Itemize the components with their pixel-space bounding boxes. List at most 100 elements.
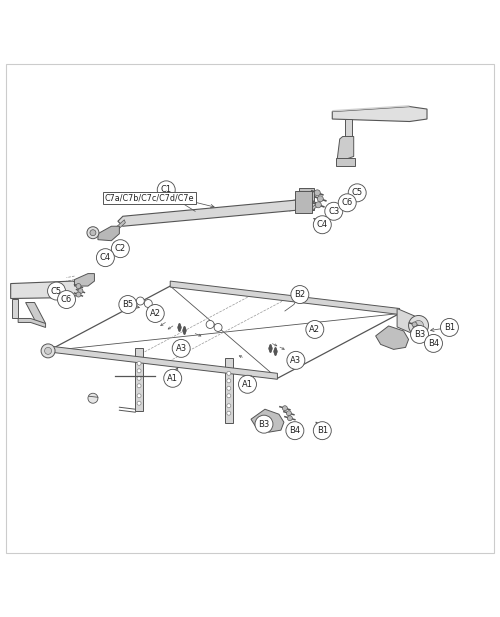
Text: C4: C4	[316, 220, 328, 230]
Circle shape	[282, 406, 288, 411]
Circle shape	[291, 286, 309, 304]
Circle shape	[88, 393, 98, 404]
Circle shape	[440, 318, 458, 336]
Text: C6: C6	[61, 295, 72, 304]
Circle shape	[76, 292, 81, 297]
Polygon shape	[225, 358, 232, 423]
Circle shape	[238, 375, 256, 393]
Text: B4: B4	[428, 339, 439, 348]
Circle shape	[414, 320, 424, 331]
Text: B1: B1	[444, 323, 455, 332]
Polygon shape	[114, 220, 126, 231]
Text: B3: B3	[414, 330, 425, 339]
Polygon shape	[251, 409, 284, 432]
Polygon shape	[136, 349, 143, 411]
Circle shape	[316, 202, 322, 208]
Circle shape	[227, 386, 231, 391]
Polygon shape	[397, 308, 414, 334]
Polygon shape	[338, 136, 353, 162]
Polygon shape	[12, 299, 18, 318]
Circle shape	[306, 320, 324, 338]
Circle shape	[137, 394, 141, 398]
Circle shape	[41, 344, 55, 358]
Circle shape	[286, 421, 304, 440]
Polygon shape	[48, 346, 278, 379]
Circle shape	[146, 305, 164, 323]
Text: C5: C5	[51, 286, 62, 296]
Circle shape	[412, 322, 417, 327]
Circle shape	[417, 332, 422, 337]
Text: A1: A1	[167, 374, 178, 383]
Circle shape	[227, 404, 231, 408]
Text: C5: C5	[352, 188, 363, 197]
Circle shape	[136, 297, 144, 305]
Circle shape	[227, 394, 231, 398]
Circle shape	[314, 190, 320, 196]
Circle shape	[255, 415, 273, 433]
Circle shape	[164, 370, 182, 387]
Circle shape	[172, 339, 190, 357]
Circle shape	[287, 351, 305, 370]
Circle shape	[288, 416, 292, 421]
Circle shape	[137, 376, 141, 380]
Circle shape	[48, 282, 66, 300]
Text: C4: C4	[100, 253, 111, 262]
Text: A3: A3	[290, 356, 302, 365]
Circle shape	[58, 291, 76, 308]
Polygon shape	[26, 302, 46, 323]
Text: B5: B5	[122, 300, 134, 309]
Text: B3: B3	[258, 420, 270, 429]
Text: B2: B2	[294, 290, 306, 299]
Text: C2: C2	[115, 244, 126, 253]
Polygon shape	[98, 226, 120, 241]
Circle shape	[206, 320, 214, 328]
Circle shape	[112, 239, 130, 258]
Text: B4: B4	[290, 426, 300, 435]
Circle shape	[119, 296, 137, 313]
Polygon shape	[336, 158, 354, 167]
Circle shape	[144, 299, 152, 307]
Text: C1: C1	[160, 185, 172, 194]
Polygon shape	[118, 199, 318, 226]
Polygon shape	[18, 318, 46, 328]
Polygon shape	[376, 326, 408, 349]
Circle shape	[96, 249, 114, 267]
Polygon shape	[344, 119, 352, 139]
Circle shape	[416, 327, 421, 332]
Circle shape	[137, 362, 141, 365]
Text: C7a/C7b/C7c/C7d/C7e: C7a/C7b/C7c/C7d/C7e	[104, 193, 194, 202]
Circle shape	[314, 421, 332, 440]
Circle shape	[137, 369, 141, 373]
Text: A3: A3	[176, 344, 187, 353]
Circle shape	[424, 334, 442, 352]
Circle shape	[76, 284, 81, 289]
Text: C3: C3	[328, 207, 340, 216]
Circle shape	[227, 379, 231, 383]
Circle shape	[314, 216, 332, 234]
Polygon shape	[332, 107, 427, 122]
Circle shape	[410, 325, 428, 344]
Circle shape	[286, 411, 292, 416]
Polygon shape	[332, 105, 409, 112]
Polygon shape	[310, 202, 320, 211]
Text: A2: A2	[310, 325, 320, 334]
Polygon shape	[295, 191, 312, 213]
Circle shape	[137, 401, 141, 405]
Circle shape	[78, 289, 83, 294]
Circle shape	[87, 226, 99, 239]
Circle shape	[90, 230, 96, 236]
Circle shape	[338, 194, 356, 212]
Text: B1: B1	[316, 426, 328, 435]
Circle shape	[214, 323, 222, 331]
Polygon shape	[299, 188, 314, 210]
Polygon shape	[170, 281, 400, 315]
Circle shape	[325, 202, 342, 220]
Text: A2: A2	[150, 309, 161, 318]
Polygon shape	[74, 273, 94, 286]
Circle shape	[348, 184, 366, 202]
Text: C6: C6	[342, 198, 353, 207]
Text: A1: A1	[242, 380, 253, 389]
Circle shape	[318, 196, 324, 202]
Circle shape	[137, 384, 141, 387]
Circle shape	[227, 371, 231, 375]
